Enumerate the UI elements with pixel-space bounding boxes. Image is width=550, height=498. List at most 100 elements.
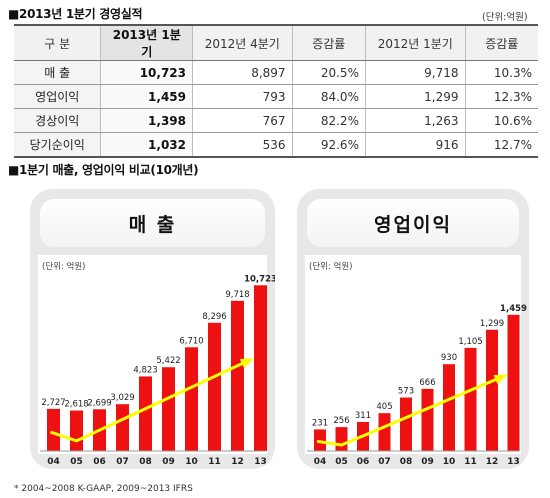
tick-label: 12 xyxy=(486,457,499,467)
tick-label: 05 xyxy=(70,457,83,467)
cell-q1-2012: 916 xyxy=(364,132,466,158)
bar-04 xyxy=(47,408,60,451)
tick-label: 13 xyxy=(254,457,267,467)
value-label: 2,727 xyxy=(41,398,65,408)
trend-arrow-head xyxy=(239,358,254,369)
plot-area xyxy=(305,255,521,454)
value-label: 8,296 xyxy=(202,312,226,322)
cell-yoy: 10.3% xyxy=(464,60,538,85)
cell-q1-2012: 9,718 xyxy=(364,60,466,85)
bar-11 xyxy=(208,322,221,451)
cell-q1-2013: 1,398 xyxy=(100,108,193,133)
value-label: 256 xyxy=(333,416,349,426)
performance-table: 구 분 2013년 1분기 2012년 4분기 증감률 2012년 1분기 증감… xyxy=(14,24,538,158)
operating-profit-bar-chart: (단위: 억원) 231 04 256 05 311 06 405 07 573 08 666 09 93… xyxy=(305,255,527,467)
cell-yoy: 12.3% xyxy=(464,84,538,109)
table-section-title: ■2013년 1분기 경영실적 xyxy=(8,7,143,21)
tick-label: 13 xyxy=(507,457,520,467)
cell-q1-2013: 10,723 xyxy=(100,60,193,85)
bar-12 xyxy=(486,329,498,451)
header-q4-2012: 2012년 4분기 xyxy=(192,24,293,61)
trend-arrow-head xyxy=(493,374,508,385)
tick-label: 07 xyxy=(116,457,129,467)
revenue-chart-panel: 매 출 (단위: 억원) 2,727 04 2,618 05 2,699 06 3,029 07… xyxy=(30,189,275,469)
value-label: 311 xyxy=(355,411,371,421)
value-label: 5,422 xyxy=(156,356,180,366)
header-qoq-change: 증감률 xyxy=(291,24,366,61)
cell-qoq: 20.5% xyxy=(291,60,366,85)
revenue-bar-chart: (단위: 억원) 2,727 04 2,618 05 2,699 06 3,029 07 4,82… xyxy=(38,255,275,467)
bar-05 xyxy=(335,427,348,451)
header-category: 구 분 xyxy=(14,24,101,61)
chart-unit-label: (단위: 억원) xyxy=(42,261,85,272)
value-label: 405 xyxy=(376,402,392,412)
chart-section-title: ■1분기 매출, 영업이익 비교(10개년) xyxy=(8,163,199,177)
value-label: 3,029 xyxy=(110,393,134,403)
revenue-chart-title: 매 출 xyxy=(40,199,265,247)
header-yoy-change: 증감률 xyxy=(464,24,538,61)
chart-unit-label: (단위: 억원) xyxy=(309,261,352,272)
bar-11 xyxy=(464,347,477,451)
cell-q4-2012: 8,897 xyxy=(192,60,293,85)
tick-label: 12 xyxy=(231,457,244,467)
operating-profit-chart-panel: 영업이익 (단위: 억원) 231 04 256 05 311 06 405 07 573 08 66… xyxy=(297,189,529,469)
cell-yoy: 12.7% xyxy=(464,132,538,158)
value-label: 573 xyxy=(398,387,414,397)
tick-label: 09 xyxy=(421,457,434,467)
table-row: 경상이익 1,398 767 82.2% 1,263 10.6% xyxy=(14,108,538,133)
tick-label: 10 xyxy=(185,457,198,467)
bar-07 xyxy=(116,404,129,451)
cell-q1-2012: 1,263 xyxy=(364,108,466,133)
bar-09 xyxy=(162,367,175,451)
bar-08 xyxy=(139,376,152,451)
chart-footnote: * 2004~2008 K-GAAP, 2009~2013 IFRS xyxy=(14,484,193,494)
bar-13 xyxy=(254,285,267,451)
value-label: 1,459 xyxy=(500,304,527,314)
tick-label: 11 xyxy=(208,457,221,467)
header-q1-2013: 2013년 1분기 xyxy=(100,24,193,61)
value-label: 930 xyxy=(441,353,457,363)
tick-label: 10 xyxy=(443,457,456,467)
cell-q4-2012: 536 xyxy=(192,132,293,158)
row-label: 매 출 xyxy=(14,60,101,85)
tick-label: 06 xyxy=(93,457,106,467)
tick-label: 04 xyxy=(314,457,327,467)
tick-label: 08 xyxy=(400,457,413,467)
cell-q1-2013: 1,459 xyxy=(100,84,193,109)
bar-10 xyxy=(443,364,455,451)
row-label: 영업이익 xyxy=(14,84,101,109)
value-label: 2,699 xyxy=(87,398,111,408)
bar-08 xyxy=(400,397,412,451)
tick-label: 07 xyxy=(378,457,391,467)
tick-label: 04 xyxy=(47,457,60,467)
bar-10 xyxy=(185,347,198,451)
value-label: 4,823 xyxy=(133,365,157,375)
header-q1-2012: 2012년 1분기 xyxy=(364,24,466,61)
value-label: 666 xyxy=(419,378,435,388)
cell-qoq: 92.6% xyxy=(291,132,366,158)
value-label: 231 xyxy=(312,418,328,428)
tick-label: 06 xyxy=(357,457,370,467)
trend-arrow-line xyxy=(50,358,251,443)
value-label: 10,723 xyxy=(244,274,275,284)
operating-profit-chart-title: 영업이익 xyxy=(307,199,519,247)
bar-13 xyxy=(507,314,520,451)
bar-04 xyxy=(314,429,326,451)
value-label: 9,718 xyxy=(225,290,249,300)
trend-arrow-line xyxy=(316,374,505,447)
table-row: 매 출 10,723 8,897 20.5% 9,718 10.3% xyxy=(14,60,538,85)
bar-09 xyxy=(421,388,434,451)
row-label: 경상이익 xyxy=(14,108,101,133)
tick-label: 09 xyxy=(162,457,175,467)
cell-yoy: 10.6% xyxy=(464,108,538,133)
bar-12 xyxy=(231,300,244,451)
cell-q4-2012: 767 xyxy=(192,108,293,133)
tick-label: 08 xyxy=(139,457,152,467)
cell-qoq: 84.0% xyxy=(291,84,366,109)
table-header-row: 구 분 2013년 1분기 2012년 4분기 증감률 2012년 1분기 증감… xyxy=(14,24,538,61)
value-label: 2,618 xyxy=(64,400,88,410)
cell-qoq: 82.2% xyxy=(291,108,366,133)
table-unit-note: (단위:억원) xyxy=(482,12,528,23)
table-row: 영업이익 1,459 793 84.0% 1,299 12.3% xyxy=(14,84,538,109)
row-label: 당기순이익 xyxy=(14,132,101,158)
